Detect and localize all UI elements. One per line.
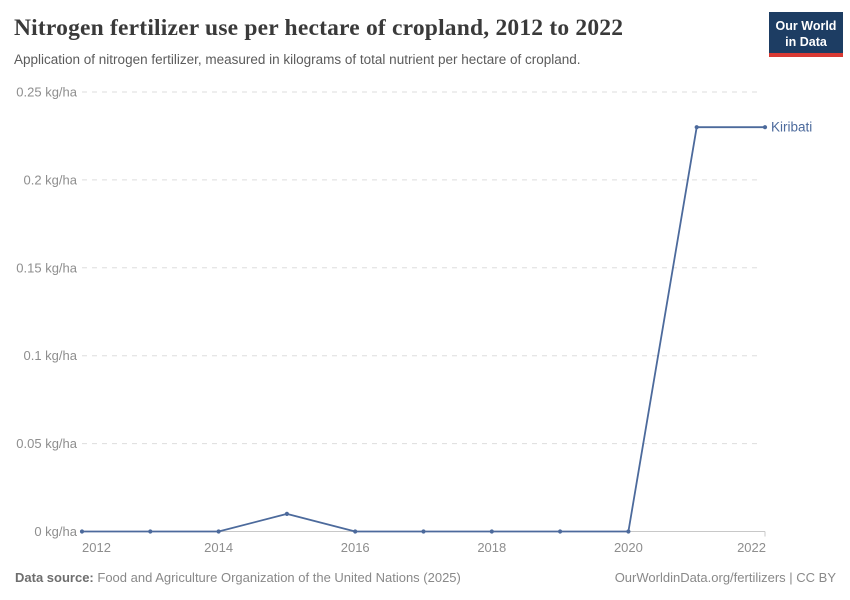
data-point (694, 125, 699, 130)
chart-subtitle: Application of nitrogen fertilizer, meas… (14, 52, 581, 67)
y-tick-label: 0.05 kg/ha (16, 436, 77, 451)
data-point (353, 529, 358, 534)
data-source-text: Food and Agriculture Organization of the… (97, 570, 461, 585)
data-point (558, 529, 563, 534)
x-tick-label: 2012 (82, 540, 111, 555)
x-tick-label: 2018 (477, 540, 506, 555)
x-tick-label: 2014 (204, 540, 233, 555)
data-line (82, 126, 765, 533)
y-tick-label: 0.2 kg/ha (24, 172, 78, 187)
data-point (626, 529, 631, 534)
owid-logo: Our World in Data (769, 12, 843, 57)
y-tick-label: 0.25 kg/ha (16, 85, 77, 100)
y-tick-label: 0 kg/ha (34, 524, 77, 539)
data-point (148, 529, 153, 534)
x-tick-label: 2020 (614, 540, 643, 555)
data-source-label: Data source: (15, 570, 94, 585)
series-end-label: Kiribati (771, 120, 812, 135)
data-point (421, 529, 426, 534)
data-point (762, 125, 768, 130)
x-tick-label: 2022 (737, 540, 766, 555)
data-point (216, 529, 221, 534)
data-point (79, 529, 85, 534)
data-point (284, 511, 289, 516)
owid-logo-line2: in Data (785, 35, 827, 49)
chart-title: Nitrogen fertilizer use per hectare of c… (14, 15, 624, 41)
y-tick-label: 0.15 kg/ha (16, 260, 77, 275)
data-point (489, 529, 494, 534)
owid-logo-line1: Our World (775, 19, 837, 33)
data-source-note: Data source: Food and Agriculture Organi… (15, 570, 461, 585)
x-tick-label: 2016 (341, 540, 370, 555)
y-tick-label: 0.1 kg/ha (24, 348, 78, 363)
attribution-link: OurWorldinData.org/fertilizers | CC BY (614, 570, 836, 585)
